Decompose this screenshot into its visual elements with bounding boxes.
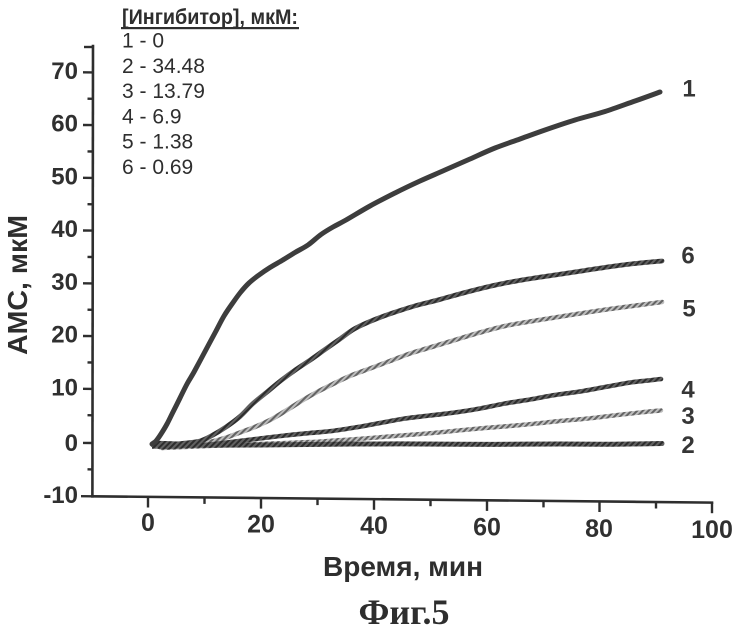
svg-text:Время, мин: Время, мин: [323, 551, 483, 582]
svg-text:6 - 0.69: 6 - 0.69: [122, 156, 193, 179]
svg-text:70: 70: [51, 58, 78, 85]
svg-text:6: 6: [681, 243, 694, 270]
svg-text:АМС, мкМ: АМС, мкМ: [2, 215, 33, 355]
svg-text:2: 2: [681, 432, 694, 459]
svg-text:2 - 34.48: 2 - 34.48: [122, 55, 205, 78]
svg-text:-10: -10: [43, 482, 78, 509]
svg-text:4 - 6.9: 4 - 6.9: [122, 105, 182, 128]
svg-text:20: 20: [247, 511, 275, 539]
svg-text:4: 4: [681, 377, 695, 404]
svg-text:Фиг.5: Фиг.5: [359, 592, 450, 630]
svg-text:20: 20: [51, 322, 78, 349]
svg-text:60: 60: [51, 111, 78, 138]
svg-text:0: 0: [65, 430, 78, 457]
svg-text:60: 60: [473, 514, 501, 542]
svg-text:100: 100: [691, 516, 733, 544]
svg-text:3 - 13.79: 3 - 13.79: [122, 80, 205, 103]
svg-text:50: 50: [51, 164, 78, 191]
svg-text:1: 1: [682, 76, 695, 103]
svg-text:5 - 1.38: 5 - 1.38: [122, 131, 193, 154]
svg-text:0: 0: [141, 509, 155, 537]
svg-text:1 - 0: 1 - 0: [122, 30, 164, 53]
svg-text:[Ингибитор], мкМ:: [Ингибитор], мкМ:: [122, 6, 298, 29]
svg-text:3: 3: [681, 403, 694, 430]
svg-text:5: 5: [682, 296, 695, 323]
svg-text:40: 40: [51, 216, 78, 243]
svg-text:80: 80: [585, 515, 613, 543]
svg-text:30: 30: [51, 269, 78, 296]
svg-text:40: 40: [360, 512, 388, 540]
svg-text:10: 10: [51, 375, 78, 402]
